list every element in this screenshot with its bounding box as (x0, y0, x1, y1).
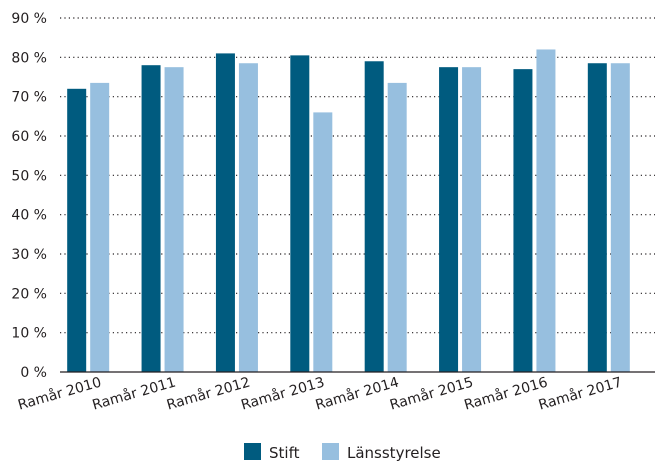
y-axis-tick-labels: 0 % 10 % 20 % 30 % 40 % 50 % 60 % 70 % 80 % 90 % (11, 11, 47, 381)
y-tick-label: 60 % (11, 129, 47, 145)
y-tick-label: 90 % (11, 11, 47, 27)
legend: Stift Länsstyrelse (244, 443, 441, 462)
bar-lansstyrelse-3 (238, 63, 258, 372)
bar-stift-7 (513, 69, 533, 372)
y-tick-label: 80 % (11, 50, 47, 66)
bar-stift-3 (215, 53, 235, 373)
legend-swatch-lansstyrelse (322, 443, 339, 460)
bar-lansstyrelse-6 (462, 67, 482, 373)
bar-stift-8 (587, 63, 607, 372)
y-tick-label: 30 % (11, 247, 47, 263)
bar-stift-1 (67, 88, 87, 373)
bar-lansstyrelse-8 (610, 63, 630, 372)
x-tick-label: Ramår 2013 (239, 374, 326, 414)
legend-swatch-stift (244, 443, 261, 460)
bar-stift-2 (141, 65, 161, 372)
bar-lansstyrelse-4 (313, 112, 333, 373)
y-tick-label: 70 % (11, 90, 47, 106)
bar-stift-6 (439, 67, 459, 373)
x-tick-label: Ramår 2017 (537, 374, 624, 414)
bar-lansstyrelse-1 (90, 82, 110, 373)
bars (67, 49, 630, 373)
y-tick-label: 20 % (11, 286, 47, 302)
x-tick-label: Ramår 2014 (313, 373, 400, 413)
bar-stift-5 (364, 61, 384, 373)
y-tick-label: 50 % (11, 168, 47, 184)
x-tick-label: Ramår 2015 (388, 374, 475, 414)
bar-stift-4 (290, 55, 310, 372)
x-tick-label: Ramår 2011 (90, 374, 177, 414)
y-tick-label: 0 % (20, 365, 47, 381)
y-tick-label: 10 % (11, 326, 47, 342)
x-tick-label: Ramår 2012 (165, 374, 252, 414)
bar-lansstyrelse-7 (536, 49, 556, 372)
y-tick-label: 40 % (11, 208, 47, 224)
legend-label-stift: Stift (269, 444, 300, 462)
bar-lansstyrelse-2 (164, 67, 184, 373)
x-tick-label: Ramår 2016 (462, 373, 549, 413)
bar-lansstyrelse-5 (387, 82, 407, 373)
legend-label-lansstyrelse: Länsstyrelse (347, 444, 441, 462)
